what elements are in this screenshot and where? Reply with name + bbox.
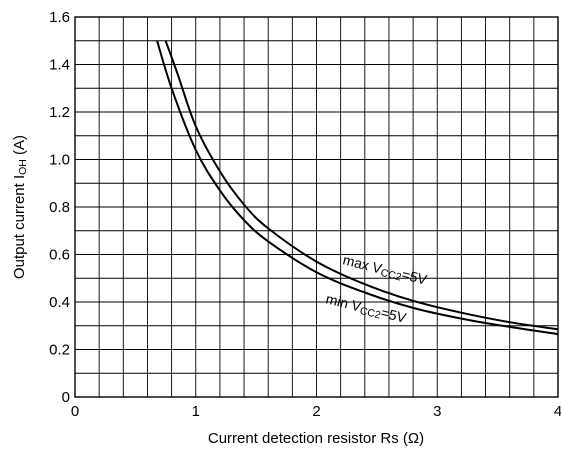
y-tick-label: 0.8 [49, 199, 70, 216]
plot-frame [74, 16, 559, 398]
x-tick-label: 4 [554, 403, 561, 420]
y-tick-label: 1.0 [49, 152, 70, 169]
curves [156, 40, 559, 336]
tick-labels: 0 1 2 3 4 0 0.2 0.4 0.6 0.8 1.0 1.2 1.4 1.6 [49, 9, 561, 420]
x-tick-label: 0 [71, 403, 79, 420]
y-tick-label: 0 [62, 389, 70, 406]
y-tick-label: 0.6 [49, 247, 70, 264]
y-tick-label: 1.6 [49, 9, 70, 26]
y-tick-label: 1.4 [49, 57, 70, 74]
max-curve-annotation: max VCC2=5V [341, 251, 429, 289]
x-tick-label: 2 [312, 403, 320, 420]
y-axis-label: Output current IOH (A) [11, 135, 29, 279]
x-tick-label: 3 [433, 403, 441, 420]
y-tick-label: 0.2 [49, 342, 70, 359]
grid-lines [75, 17, 558, 397]
y-tick-label: 1.2 [49, 104, 70, 121]
min-vcc2-curve [156, 40, 559, 336]
x-tick-label: 1 [192, 403, 200, 420]
x-axis-label: Current detection resistor Rs (Ω) [208, 430, 424, 447]
y-tick-label: 0.4 [49, 294, 70, 311]
max-vcc2-curve [164, 40, 559, 331]
